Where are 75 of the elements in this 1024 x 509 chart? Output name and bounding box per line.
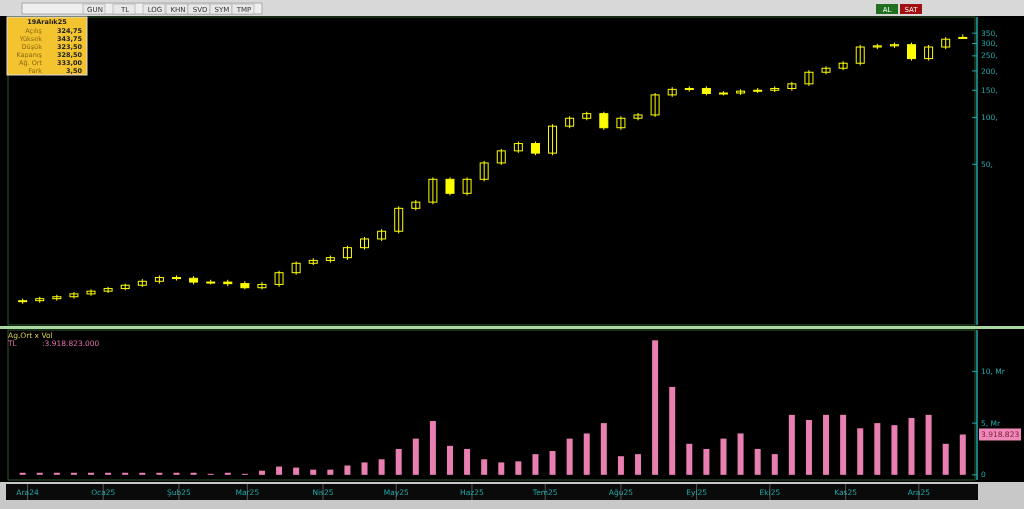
- bar: [53, 472, 60, 475]
- bar: [532, 454, 539, 475]
- candlestick: [479, 160, 489, 182]
- bar: [771, 454, 778, 475]
- candlestick: [445, 176, 455, 196]
- bar: [156, 472, 163, 475]
- bar: [310, 469, 317, 475]
- bar: [617, 456, 624, 475]
- candlestick: [599, 111, 609, 131]
- candlestick: [103, 286, 113, 294]
- bar: [429, 421, 436, 475]
- bar: [173, 472, 180, 475]
- bar: [652, 340, 659, 475]
- bar: [224, 472, 231, 475]
- bar: [344, 465, 351, 475]
- bar: [395, 448, 402, 475]
- bar: [908, 417, 915, 475]
- bar: [70, 472, 77, 475]
- bar: [754, 448, 761, 475]
- bar: [823, 414, 830, 475]
- bar: [190, 472, 197, 475]
- bar: [942, 443, 949, 475]
- bar: [959, 434, 966, 475]
- bar: [446, 445, 453, 475]
- bar: [925, 414, 932, 475]
- bar: [737, 433, 744, 475]
- candlestick: [650, 92, 660, 118]
- candlestick: [394, 205, 404, 234]
- bar: [276, 466, 283, 475]
- candlestick: [804, 69, 814, 87]
- candlestick: [633, 112, 643, 121]
- candlestick: [855, 44, 865, 66]
- bar: [464, 448, 471, 475]
- candlestick: [787, 81, 797, 92]
- candlestick: [838, 60, 848, 71]
- candlestick: [69, 291, 79, 300]
- bar: [669, 386, 676, 475]
- bar: [122, 472, 129, 475]
- candlestick: [548, 123, 558, 156]
- bar: [686, 443, 693, 475]
- bar: [583, 433, 590, 475]
- bar: [19, 472, 26, 475]
- candlestick: [291, 261, 301, 276]
- bar: [600, 423, 607, 475]
- bar: [635, 454, 642, 475]
- candlestick: [616, 115, 626, 131]
- bar: [840, 414, 847, 475]
- bar: [515, 461, 522, 475]
- bar: [566, 438, 573, 475]
- candlestick: [257, 281, 267, 290]
- bar: [874, 423, 881, 475]
- bar: [720, 438, 727, 475]
- bar: [703, 448, 710, 475]
- bar: [36, 472, 43, 475]
- bar: [805, 420, 812, 475]
- bar: [498, 462, 505, 475]
- bar: [788, 414, 795, 475]
- candlestick: [274, 270, 284, 288]
- bar: [88, 472, 95, 475]
- candlestick: [462, 176, 472, 196]
- bar: [105, 472, 112, 475]
- candlestick: [86, 288, 96, 297]
- bar: [293, 467, 300, 475]
- candlestick: [821, 65, 831, 75]
- bar: [361, 462, 368, 475]
- bar: [891, 425, 898, 475]
- candlestick: [428, 176, 438, 205]
- bar: [139, 472, 146, 475]
- bar: [549, 451, 556, 475]
- bar: [378, 459, 385, 475]
- bar: [327, 469, 334, 475]
- bar: [412, 438, 419, 475]
- bar: [258, 470, 265, 475]
- bar: [857, 428, 864, 475]
- bar: [481, 459, 488, 475]
